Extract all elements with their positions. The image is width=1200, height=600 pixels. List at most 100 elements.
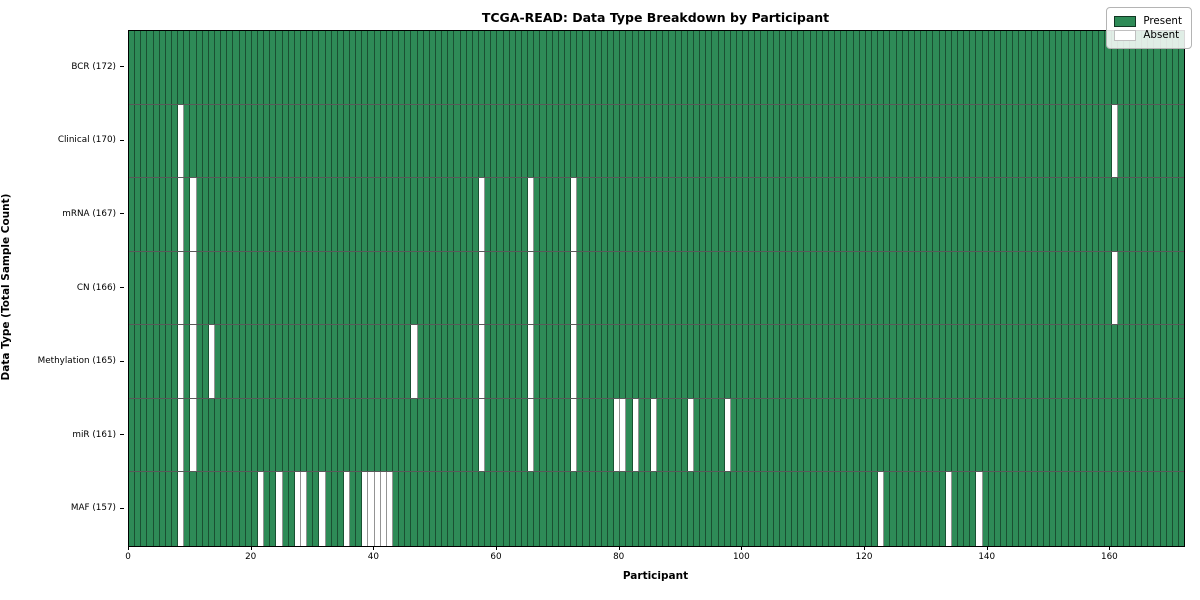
heatmap-cell [767,178,774,251]
heatmap-cell [908,178,915,251]
heatmap-cell [1056,251,1063,325]
heatmap-cell [915,178,922,251]
heatmap-cell [1172,472,1180,546]
heatmap-cell [294,398,301,472]
heatmap-cell [589,325,596,398]
y-tick-mark [120,139,124,141]
heatmap-cell [184,325,191,398]
heatmap-cell [515,398,522,472]
heatmap-cell [442,251,449,325]
heatmap-cell [245,251,252,325]
heatmap-cell [399,398,406,472]
heatmap-cell [1129,31,1137,104]
heatmap-cell [184,178,191,251]
heatmap-cell [337,251,344,325]
heatmap-cell [165,325,172,398]
heatmap-cell [1074,251,1081,325]
heatmap-cell [1166,178,1173,251]
heatmap-cell [798,325,805,398]
heatmap-cell [976,398,983,472]
heatmap-cell [872,398,879,472]
heatmap-cell [509,325,516,398]
heatmap-cell [436,325,443,398]
heatmap-cell [755,104,762,178]
heatmap-cell [853,251,860,325]
y-tick-label: mRNA (167) [62,208,116,219]
heatmap-cell [546,472,553,546]
heatmap-cell [374,325,381,398]
heatmap-cell [884,178,891,251]
heatmap-cell [564,178,572,251]
x-tick-label: 0 [125,552,131,562]
heatmap-cell [239,325,246,398]
heatmap-cell [1105,472,1112,546]
heatmap-cell [700,472,707,546]
heatmap-cell [1160,325,1167,398]
heatmap-cell [749,178,756,251]
heatmap-cell [761,104,768,178]
heatmap-cell [1142,472,1149,546]
heatmap-cell [368,398,375,472]
heatmap-cell [288,472,295,546]
heatmap-cell [1160,104,1167,178]
heatmap-cell [515,31,522,104]
heatmap-cell [1080,31,1087,104]
heatmap-cell [1007,178,1014,251]
x-tick-mark [741,546,743,550]
heatmap-cell [921,31,928,104]
heatmap-cell [884,325,891,398]
heatmap-cell [939,325,946,398]
heatmap-cell [761,31,768,104]
heatmap-cell [1019,325,1026,398]
heatmap-cell [429,472,437,546]
heatmap-cell [497,104,504,178]
heatmap-cell [141,251,148,325]
heatmap-cell [485,472,492,546]
heatmap-cell [657,31,664,104]
heatmap-cell [448,178,455,251]
heatmap-cell [319,472,326,546]
heatmap-cell [196,251,203,325]
heatmap-cell [859,104,866,178]
heatmap-cell [902,31,909,104]
heatmap-cell [675,251,682,325]
heatmap-cell [1050,398,1057,472]
heatmap-cell [675,398,682,472]
heatmap-cell [595,178,602,251]
heatmap-cell [307,104,314,178]
heatmap-cell [970,178,977,251]
heatmap-cell [509,178,516,251]
heatmap-cell [902,178,909,251]
heatmap-cell [153,251,160,325]
heatmap-cell [325,31,332,104]
heatmap-cell [202,31,209,104]
heatmap-cell [147,31,154,104]
heatmap-cell [841,398,848,472]
heatmap-cell [706,104,713,178]
heatmap-cell [546,31,553,104]
heatmap-cell [1056,31,1063,104]
heatmap-cell [534,104,541,178]
heatmap-cell [190,178,197,251]
heatmap-cell [135,251,142,325]
heatmap-cell [1031,31,1038,104]
heatmap-cell [816,472,823,546]
heatmap-cell [1068,178,1075,251]
heatmap-cell [718,31,725,104]
heatmap-cell [755,251,762,325]
heatmap-cell [362,472,369,546]
heatmap-cell [650,472,658,546]
heatmap-cell [522,398,529,472]
legend-item-absent: Absent [1114,29,1182,41]
heatmap-cell [657,472,664,546]
heatmap-cell [994,104,1001,178]
heatmap-cell [1123,104,1130,178]
heatmap-cell [331,104,338,178]
heatmap-cell [503,104,510,178]
heatmap-cell [135,31,142,104]
heatmap-cell [841,31,848,104]
heatmap-cell [1000,251,1008,325]
heatmap-cell [644,104,651,178]
heatmap-cell [1074,325,1081,398]
heatmap-cell [165,31,172,104]
